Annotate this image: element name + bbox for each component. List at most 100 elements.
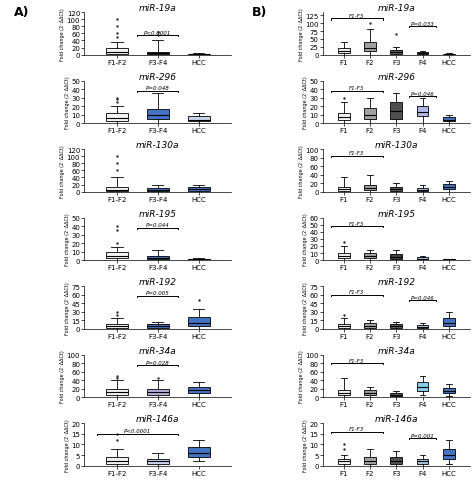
PathPatch shape xyxy=(443,118,455,122)
PathPatch shape xyxy=(338,188,350,192)
Y-axis label: Fold change (2⁻ΔΔCt): Fold change (2⁻ΔΔCt) xyxy=(299,350,304,403)
Text: F1-F3: F1-F3 xyxy=(349,151,365,156)
Title: miR-130a: miR-130a xyxy=(374,141,418,150)
Y-axis label: Fold change (2⁻ΔΔCt): Fold change (2⁻ΔΔCt) xyxy=(65,418,70,471)
PathPatch shape xyxy=(146,109,169,120)
Y-axis label: Fold change (2⁻ΔΔCt): Fold change (2⁻ΔΔCt) xyxy=(299,145,304,197)
Title: miR-130a: miR-130a xyxy=(136,141,180,150)
Title: miR-19a: miR-19a xyxy=(377,4,415,13)
PathPatch shape xyxy=(417,325,428,328)
Y-axis label: Fold change (2⁻ΔΔCt): Fold change (2⁻ΔΔCt) xyxy=(65,213,70,266)
PathPatch shape xyxy=(364,390,376,395)
PathPatch shape xyxy=(338,324,350,328)
Text: F1-F3: F1-F3 xyxy=(349,221,365,226)
PathPatch shape xyxy=(338,49,350,54)
PathPatch shape xyxy=(188,387,210,393)
PathPatch shape xyxy=(391,393,402,396)
PathPatch shape xyxy=(146,324,169,328)
Title: miR-192: miR-192 xyxy=(377,277,415,287)
Title: miR-296: miR-296 xyxy=(139,72,177,82)
PathPatch shape xyxy=(338,253,350,258)
PathPatch shape xyxy=(443,449,455,459)
Text: P=0.033: P=0.033 xyxy=(410,22,434,27)
Title: miR-192: miR-192 xyxy=(139,277,177,287)
Title: miR-146a: miR-146a xyxy=(136,414,180,423)
Y-axis label: Fold change (2⁻ΔΔCt): Fold change (2⁻ΔΔCt) xyxy=(303,213,308,266)
Text: P=0.028: P=0.028 xyxy=(146,360,170,365)
PathPatch shape xyxy=(417,459,428,464)
Y-axis label: Fold change (2⁻ΔΔCt): Fold change (2⁻ΔΔCt) xyxy=(60,350,65,403)
Title: miR-195: miR-195 xyxy=(377,209,415,218)
Text: P=0.046: P=0.046 xyxy=(410,91,434,96)
PathPatch shape xyxy=(188,259,210,260)
Y-axis label: Fold change (2⁻ΔΔCt): Fold change (2⁻ΔΔCt) xyxy=(303,281,308,334)
Title: miR-34a: miR-34a xyxy=(139,346,177,355)
Y-axis label: Fold change (2⁻ΔΔCt): Fold change (2⁻ΔΔCt) xyxy=(60,145,65,197)
Y-axis label: Fold change (2⁻ΔΔCt): Fold change (2⁻ΔΔCt) xyxy=(65,281,70,334)
PathPatch shape xyxy=(443,388,455,393)
PathPatch shape xyxy=(106,114,128,121)
PathPatch shape xyxy=(391,324,402,328)
Y-axis label: Fold change (2⁻ΔΔCt): Fold change (2⁻ΔΔCt) xyxy=(299,8,304,60)
PathPatch shape xyxy=(364,43,376,52)
PathPatch shape xyxy=(106,324,128,328)
Y-axis label: Fold change (2⁻ΔΔCt): Fold change (2⁻ΔΔCt) xyxy=(303,418,308,471)
Text: P=0.044: P=0.044 xyxy=(146,223,170,228)
PathPatch shape xyxy=(146,459,169,464)
PathPatch shape xyxy=(106,389,128,395)
Y-axis label: Fold change (2⁻ΔΔCt): Fold change (2⁻ΔΔCt) xyxy=(65,76,70,129)
PathPatch shape xyxy=(364,253,376,258)
PathPatch shape xyxy=(106,252,128,259)
PathPatch shape xyxy=(338,459,350,464)
PathPatch shape xyxy=(106,457,128,464)
Text: F1-F3: F1-F3 xyxy=(349,426,365,432)
PathPatch shape xyxy=(391,188,402,192)
Text: F1-F3: F1-F3 xyxy=(349,86,365,91)
PathPatch shape xyxy=(391,255,402,259)
PathPatch shape xyxy=(364,324,376,328)
PathPatch shape xyxy=(106,188,128,192)
Text: A): A) xyxy=(14,6,29,19)
Text: P=0.005: P=0.005 xyxy=(146,291,170,296)
PathPatch shape xyxy=(146,389,169,395)
Title: miR-195: miR-195 xyxy=(139,209,177,218)
PathPatch shape xyxy=(338,114,350,120)
Y-axis label: Fold change (2⁻ΔΔCt): Fold change (2⁻ΔΔCt) xyxy=(60,8,65,60)
PathPatch shape xyxy=(146,256,169,260)
PathPatch shape xyxy=(188,318,210,326)
PathPatch shape xyxy=(188,188,210,191)
PathPatch shape xyxy=(417,53,428,55)
Text: F1-F3: F1-F3 xyxy=(349,290,365,295)
Title: miR-146a: miR-146a xyxy=(374,414,418,423)
Title: miR-34a: miR-34a xyxy=(377,346,415,355)
Text: B): B) xyxy=(252,6,267,19)
Title: miR-19a: miR-19a xyxy=(139,4,177,13)
Title: miR-296: miR-296 xyxy=(377,72,415,82)
PathPatch shape xyxy=(364,186,376,191)
Text: P<0.0001: P<0.0001 xyxy=(124,429,151,433)
Text: P=0.046: P=0.046 xyxy=(410,295,434,300)
Text: P=0.001: P=0.001 xyxy=(410,433,434,438)
PathPatch shape xyxy=(417,189,428,192)
Text: F1-F3: F1-F3 xyxy=(349,358,365,363)
PathPatch shape xyxy=(338,390,350,395)
Y-axis label: Fold change (2⁻ΔΔCt): Fold change (2⁻ΔΔCt) xyxy=(303,76,308,129)
PathPatch shape xyxy=(443,319,455,326)
Text: P=0.048: P=0.048 xyxy=(146,86,170,91)
PathPatch shape xyxy=(443,259,455,260)
PathPatch shape xyxy=(188,117,210,122)
PathPatch shape xyxy=(391,103,402,120)
PathPatch shape xyxy=(146,189,169,192)
PathPatch shape xyxy=(417,107,428,117)
PathPatch shape xyxy=(417,258,428,260)
PathPatch shape xyxy=(443,185,455,190)
PathPatch shape xyxy=(417,383,428,391)
PathPatch shape xyxy=(391,51,402,55)
PathPatch shape xyxy=(364,457,376,464)
PathPatch shape xyxy=(106,48,128,54)
PathPatch shape xyxy=(146,53,169,55)
Text: P<0.0001: P<0.0001 xyxy=(144,31,172,36)
PathPatch shape xyxy=(188,447,210,457)
PathPatch shape xyxy=(364,108,376,120)
Text: F1-F3: F1-F3 xyxy=(349,14,365,19)
